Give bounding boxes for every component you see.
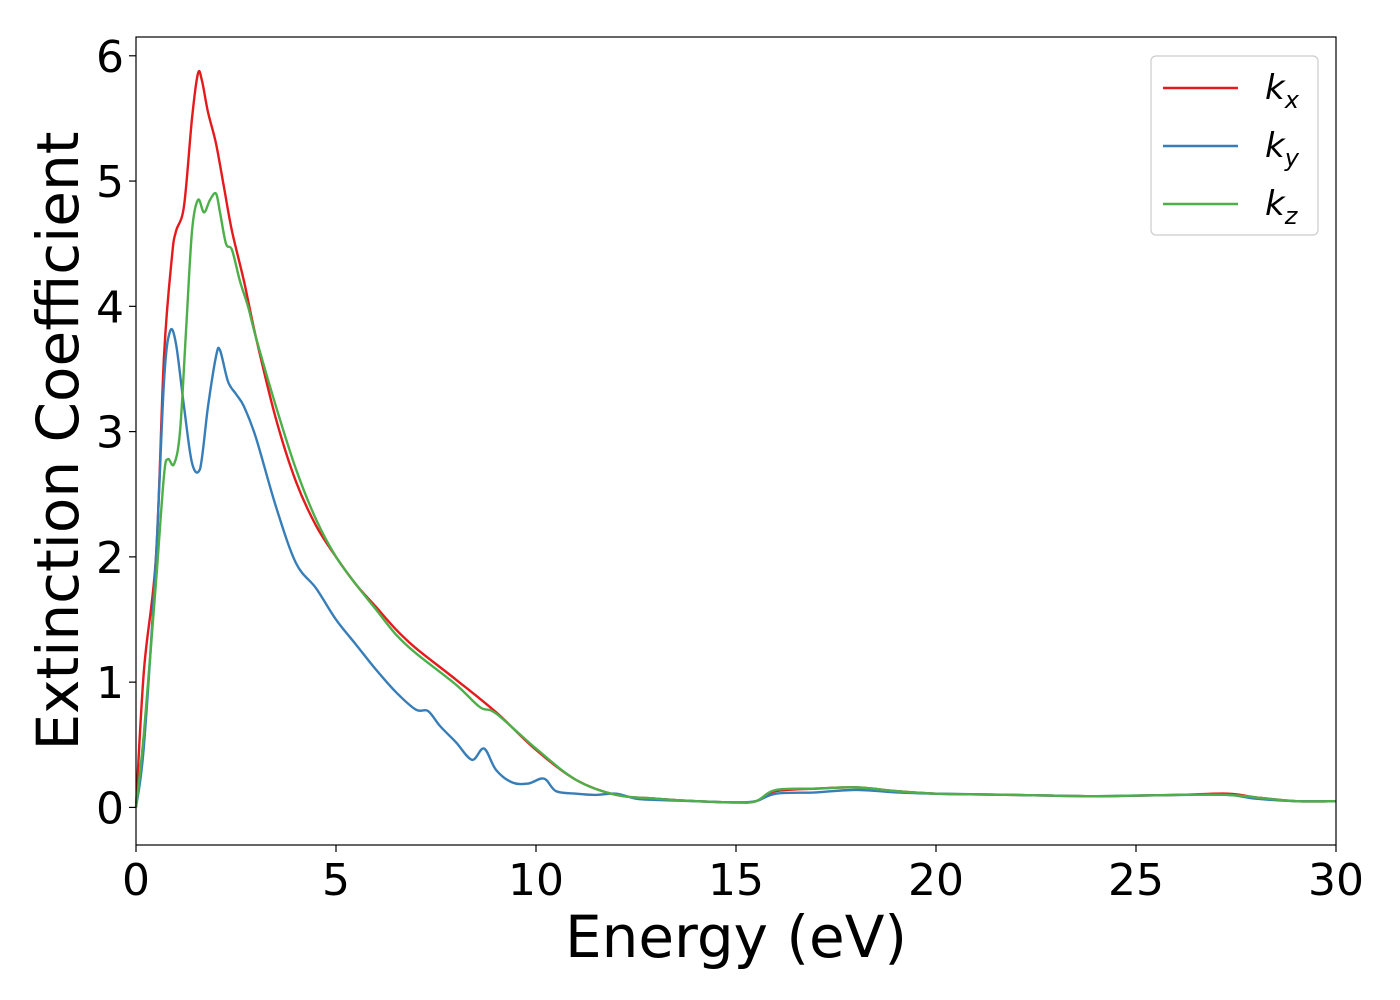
legend-label: kx — [1265, 68, 1300, 114]
x-axis-title: Energy (eV) — [565, 903, 907, 971]
series-layer — [134, 69, 1337, 808]
y-axis-title: Extinction Coefficient — [24, 132, 92, 751]
y-tick-label: 3 — [96, 408, 124, 459]
x-tick-label: 25 — [1108, 855, 1164, 906]
y-tick-label: 5 — [96, 157, 124, 208]
y-tick-label: 2 — [96, 533, 124, 584]
y-axis: 0 1 2 3 4 5 6 — [96, 32, 136, 834]
x-tick-label: 30 — [1308, 855, 1364, 906]
x-tick-label: 20 — [908, 855, 964, 906]
y-tick-label: 0 — [96, 783, 124, 834]
y-tick-label: 1 — [96, 658, 124, 709]
y-tick-label: 4 — [96, 282, 124, 333]
x-tick-label: 10 — [508, 855, 564, 906]
legend-label: ky — [1265, 126, 1300, 172]
series-line-kz — [134, 191, 1337, 808]
x-tick-label: 15 — [708, 855, 764, 906]
series-line-ky — [134, 327, 1337, 808]
x-tick-label: 5 — [322, 855, 350, 906]
legend-label: kz — [1265, 184, 1299, 230]
y-tick-label: 6 — [96, 32, 124, 83]
x-tick-label: 0 — [122, 855, 150, 906]
legend: kx ky kz — [1150, 55, 1319, 236]
x-axis: 0 5 10 15 20 25 30 — [122, 845, 1364, 906]
